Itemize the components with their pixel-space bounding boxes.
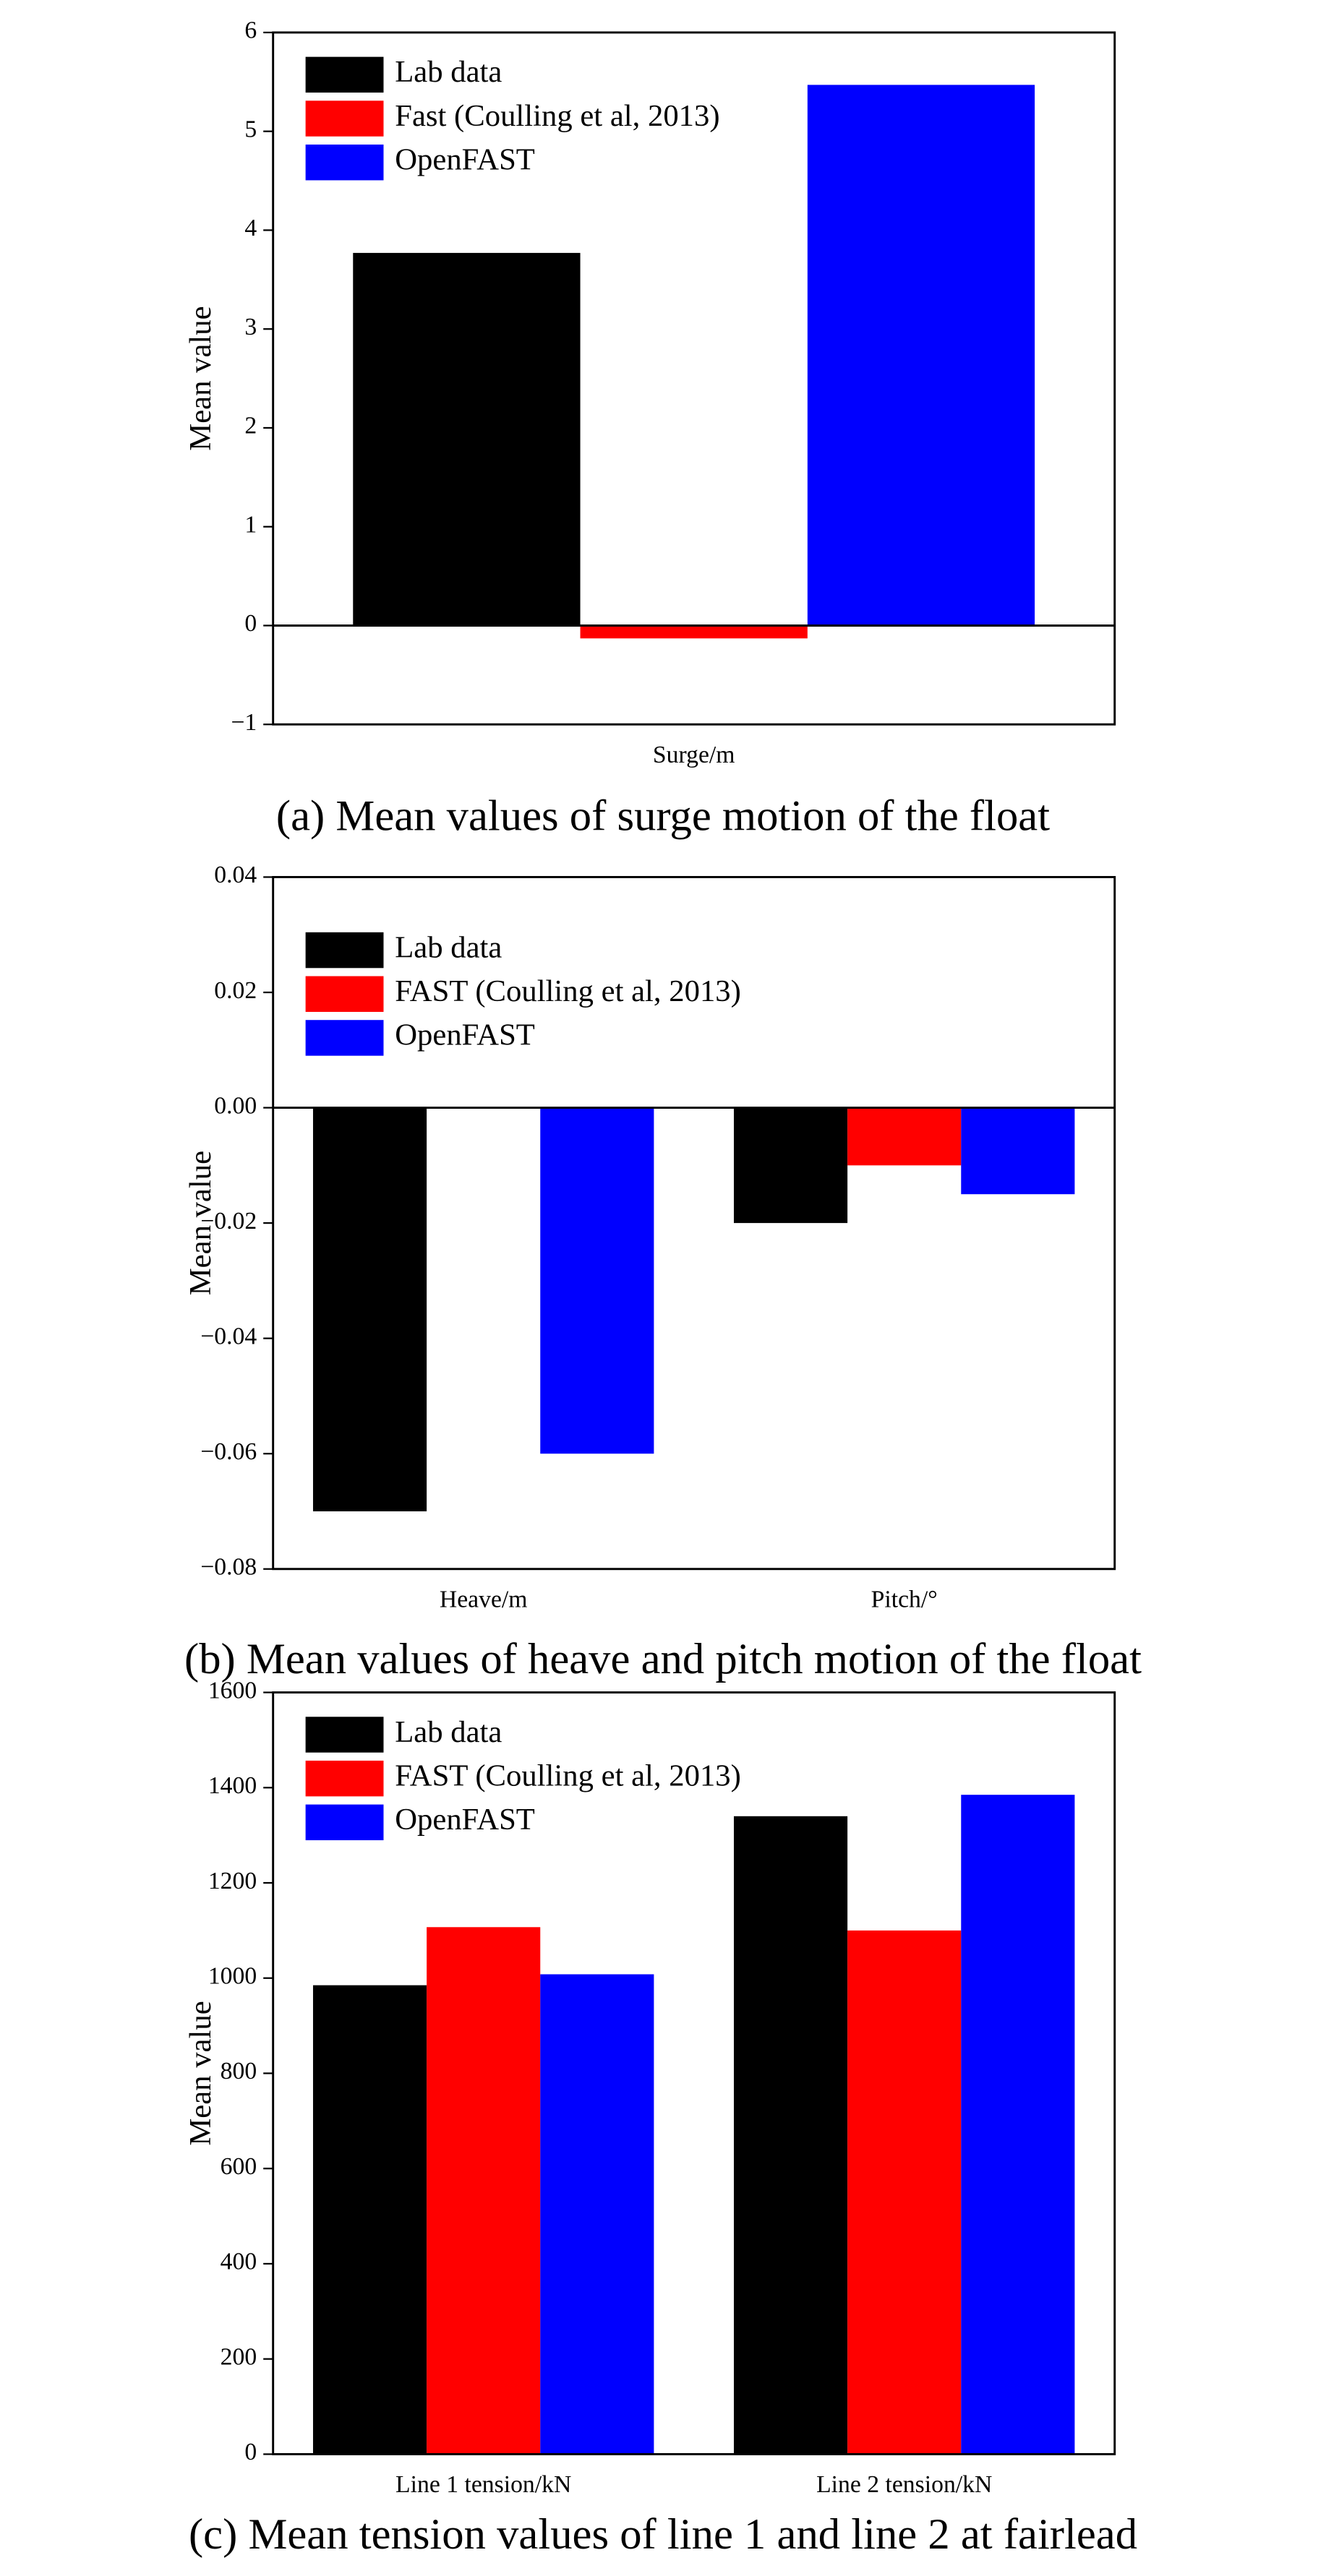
y-tick-label: 1 <box>244 511 257 538</box>
bar <box>540 1107 654 1454</box>
caption: (b) Mean values of heave and pitch motio… <box>184 1635 1142 1683</box>
bar <box>807 85 1035 626</box>
legend-label: OpenFAST <box>395 1018 535 1052</box>
y-tick-label: 400 <box>221 2249 257 2275</box>
y-axis-label: Mean value <box>184 2001 218 2145</box>
y-tick-label: 2 <box>244 413 257 439</box>
legend-swatch <box>305 1804 384 1841</box>
bar <box>847 1107 962 1166</box>
legend-label: Fast (Coulling et al, 2013) <box>395 99 719 133</box>
legend-swatch <box>305 976 384 1012</box>
y-tick-label: −0.02 <box>200 1208 257 1235</box>
caption: (a) Mean values of surge motion of the f… <box>276 792 1050 841</box>
y-tick-label: 5 <box>244 116 257 142</box>
plot-frame <box>272 1691 1116 2455</box>
bar <box>847 1930 962 2455</box>
legend-label: OpenFAST <box>395 143 535 177</box>
x-tick-label: Pitch/° <box>871 1586 938 1613</box>
legend-label: FAST (Coulling et al, 2013) <box>395 1759 741 1793</box>
y-tick-label: −0.06 <box>200 1438 257 1465</box>
legend-swatch <box>305 100 384 137</box>
y-axis-label: Mean value <box>184 1151 218 1295</box>
bar <box>353 252 581 626</box>
bar <box>540 1974 654 2455</box>
x-tick-label: Line 2 tension/kN <box>816 2471 992 2498</box>
plot-frame <box>272 876 1116 1571</box>
y-tick-label: 4 <box>244 215 257 241</box>
legend-swatch <box>305 932 384 969</box>
bar <box>733 1816 848 2455</box>
legend-swatch <box>305 1020 384 1056</box>
y-tick-label: 0.00 <box>214 1092 257 1119</box>
y-axis-label: Mean value <box>184 306 218 450</box>
y-tick-label: 0.02 <box>214 977 257 1004</box>
bar <box>312 1985 427 2455</box>
bar <box>961 1107 1075 1195</box>
bar <box>312 1107 427 1511</box>
y-tick-label: 600 <box>221 2153 257 2180</box>
legend-swatch <box>305 56 384 93</box>
caption: (c) Mean tension values of line 1 and li… <box>189 2510 1137 2559</box>
y-tick-label: 200 <box>221 2343 257 2370</box>
y-tick-label: 0 <box>244 610 257 637</box>
legend-label: FAST (Coulling et al, 2013) <box>395 974 741 1008</box>
legend-swatch <box>305 1760 384 1797</box>
legend-label: OpenFAST <box>395 1803 535 1837</box>
legend-swatch <box>305 1717 384 1753</box>
bar <box>733 1107 848 1224</box>
bar <box>961 1795 1075 2455</box>
x-tick-label: Heave/m <box>440 1586 528 1613</box>
y-tick-label: −1 <box>231 709 257 736</box>
legend-label: Lab data <box>395 55 502 89</box>
y-tick-label: 800 <box>221 2058 257 2085</box>
y-tick-label: 0.04 <box>214 862 257 888</box>
bar <box>580 625 808 639</box>
legend-label: Lab data <box>395 930 502 964</box>
y-tick-label: −0.08 <box>200 1553 257 1580</box>
y-tick-label: 1200 <box>208 1868 257 1894</box>
x-tick-label: Line 1 tension/kN <box>395 2471 571 2498</box>
legend-label: Lab data <box>395 1715 502 1749</box>
x-tick-label: Surge/m <box>653 742 735 768</box>
y-tick-label: −0.04 <box>200 1323 257 1349</box>
plot-frame <box>272 31 1116 726</box>
bar <box>427 1927 541 2455</box>
y-tick-label: 6 <box>244 17 257 44</box>
legend-swatch <box>305 144 384 181</box>
y-tick-label: 1400 <box>208 1772 257 1799</box>
y-tick-label: 1000 <box>208 1962 257 1989</box>
y-tick-label: 3 <box>244 314 257 340</box>
y-tick-label: 1600 <box>208 1677 257 1704</box>
y-tick-label: 0 <box>244 2439 257 2465</box>
